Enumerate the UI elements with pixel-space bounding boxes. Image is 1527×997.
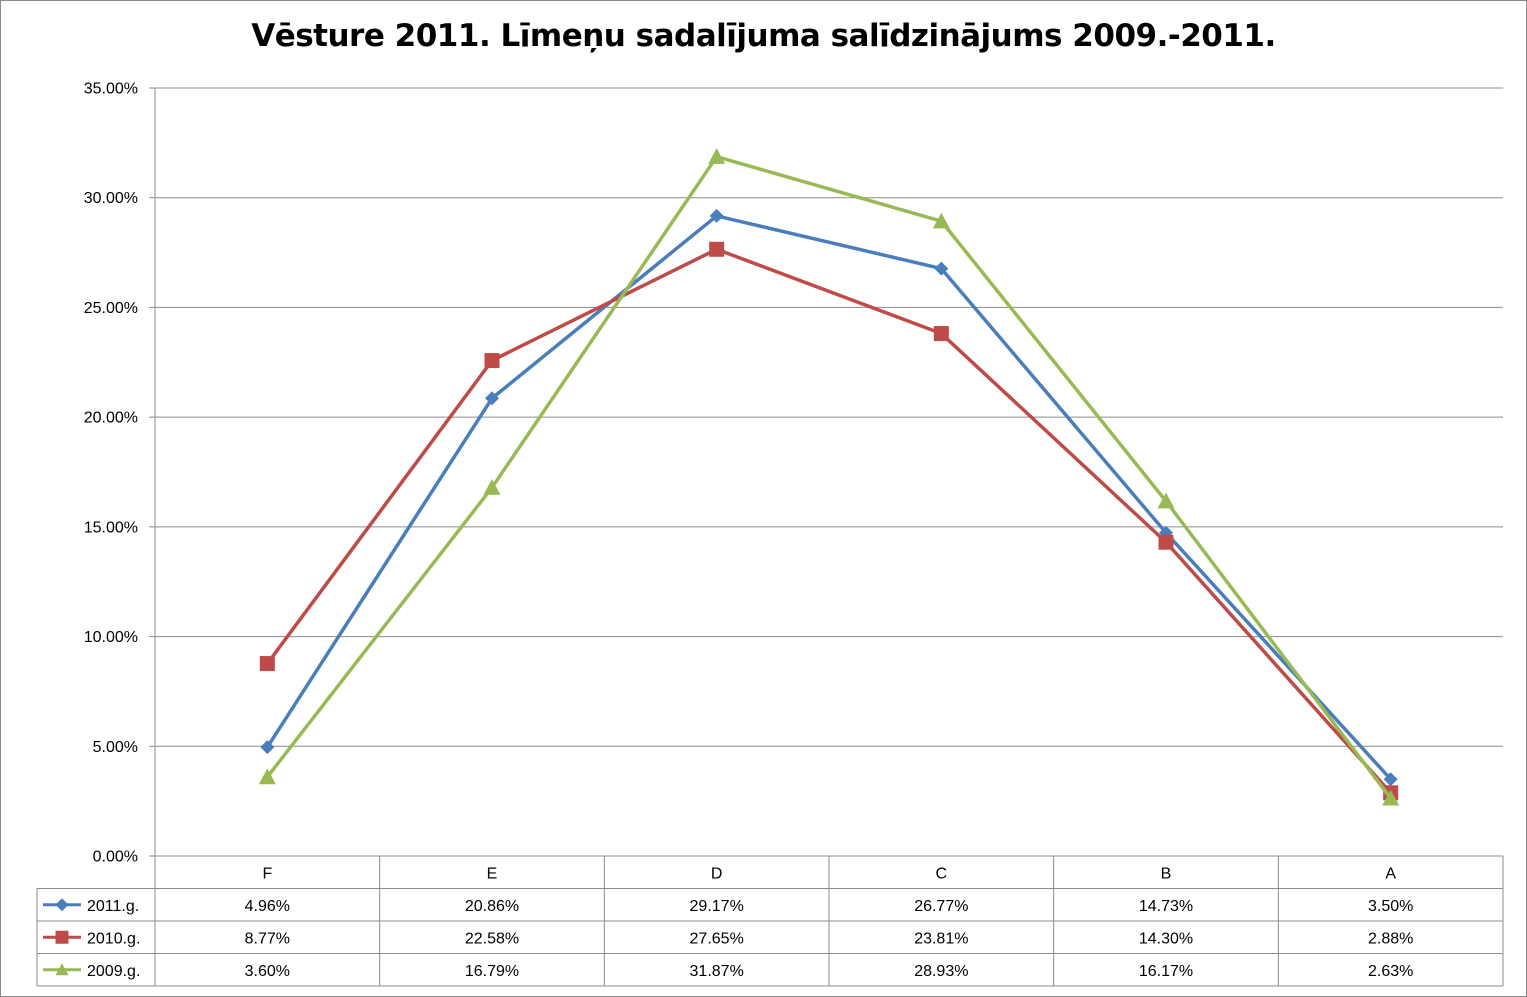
series-line: [265, 247, 1392, 794]
x-category-label: B: [1161, 865, 1172, 882]
data-point: [1382, 789, 1400, 806]
table-cell: 23.81%: [914, 930, 968, 947]
table-cell: 8.77%: [245, 930, 290, 947]
table-cell: 4.96%: [245, 898, 290, 915]
y-tick-label: 15.00%: [84, 519, 138, 536]
legend-label: 2011.g.: [87, 898, 139, 915]
data-point: [258, 768, 276, 785]
table-cell: 29.17%: [690, 898, 744, 915]
y-tick-label: 0.00%: [93, 849, 138, 866]
table-cell: 14.73%: [1139, 898, 1193, 915]
data-point: [932, 212, 950, 229]
data-point: [1158, 534, 1174, 550]
legend-marker: [55, 930, 69, 944]
table-cell: 20.86%: [465, 898, 519, 915]
data-point: [709, 208, 724, 223]
x-category-label: A: [1385, 865, 1396, 882]
data-point: [1157, 492, 1175, 509]
table-cell: 26.77%: [914, 898, 968, 915]
table-cell: 27.65%: [690, 930, 744, 947]
table-cell: 22.58%: [465, 930, 519, 947]
y-tick-label: 20.00%: [84, 410, 138, 427]
legend-label: 2010.g.: [87, 930, 140, 947]
y-tick-label: 10.00%: [84, 629, 138, 646]
table-cell: 28.93%: [914, 963, 968, 980]
y-tick-label: 25.00%: [84, 300, 138, 317]
x-category-label: D: [711, 865, 723, 882]
data-point: [933, 326, 949, 342]
data-point: [483, 479, 501, 495]
data-point: [260, 740, 275, 755]
data-point: [708, 148, 726, 164]
y-tick-label: 30.00%: [84, 190, 138, 207]
legend-marker: [55, 963, 69, 976]
x-category-label: F: [262, 865, 272, 882]
y-tick-label: 5.00%: [93, 739, 138, 756]
table-cell: 31.87%: [690, 963, 744, 980]
table-cell: 2.63%: [1368, 963, 1413, 980]
table-cell: 3.50%: [1368, 898, 1413, 915]
table-cell: 2.88%: [1368, 930, 1413, 947]
chart-title: Vēsture 2011. Līmeņu sadalījuma salīdzin…: [251, 18, 1276, 54]
data-point: [484, 353, 500, 369]
series-line: [265, 214, 1392, 781]
x-category-label: C: [936, 865, 948, 882]
x-category-label: E: [487, 865, 498, 882]
legend-marker: [55, 898, 69, 912]
legend-label: 2009.g.: [87, 963, 140, 980]
data-point: [934, 261, 949, 276]
series-line: [265, 154, 1393, 800]
table-cell: 3.60%: [245, 963, 290, 980]
y-tick-label: 35.00%: [84, 81, 138, 98]
table-cell: 14.30%: [1139, 930, 1193, 947]
data-point: [1383, 772, 1398, 787]
table-cell: 16.79%: [465, 963, 519, 980]
table-cell: 16.17%: [1139, 963, 1193, 980]
data-point: [709, 241, 725, 257]
data-point: [485, 391, 499, 406]
data-point: [259, 656, 275, 672]
